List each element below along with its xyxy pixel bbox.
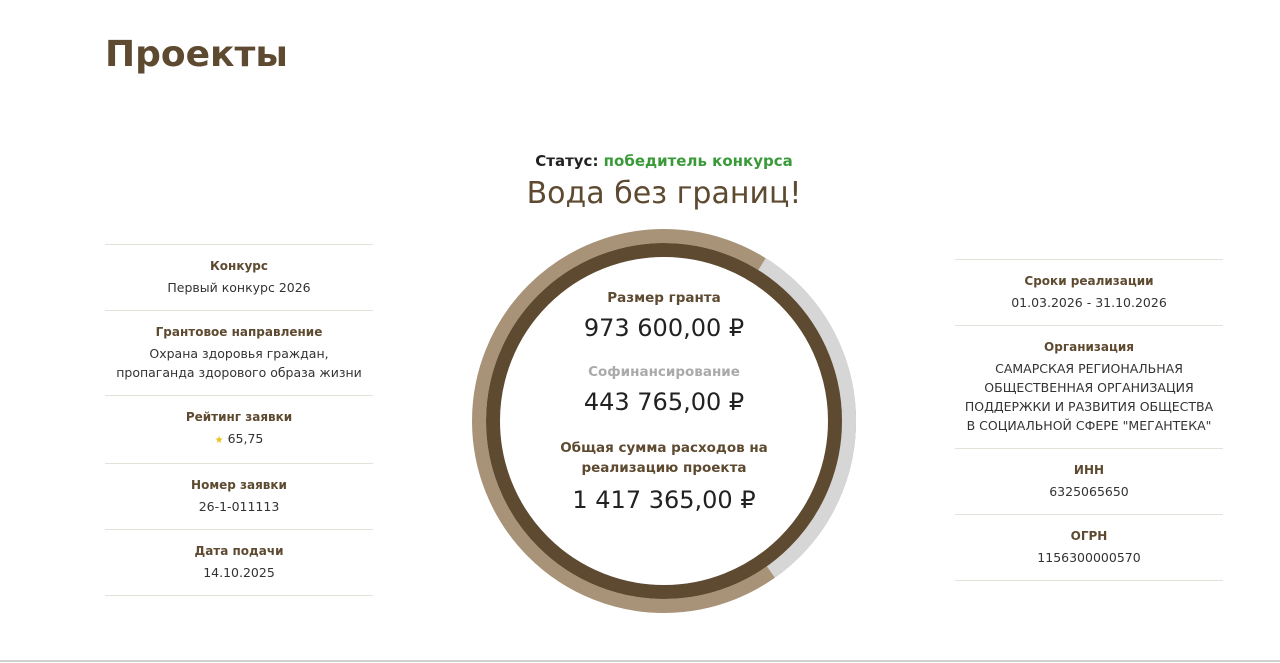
info-organization: Организация САМАРСКАЯ РЕГИОНАЛЬНАЯ ОБЩЕСТ… [955,325,1223,448]
project-name: Вода без границ! [526,176,802,211]
info-rating: Рейтинг заявки ★ 65,75 [105,395,373,463]
info-period: Сроки реализации 01.03.2026 - 31.10.2026 [955,259,1223,325]
grant-label: Размер гранта [607,290,721,306]
info-inn: ИНН 6325065650 [955,448,1223,514]
info-value: Первый конкурс 2026 [167,280,311,295]
info-label: ОГРН [1070,529,1108,543]
info-ogrn: ОГРН 1156300000570 [955,514,1223,581]
info-contest: Конкурс Первый конкурс 2026 [105,244,373,310]
info-label: Грантовое направление [155,325,323,339]
cofinancing-label: Софинансирование [588,364,740,380]
project-info-right: Сроки реализации 01.03.2026 - 31.10.2026 … [955,259,1223,581]
info-direction: Грантовое направление Охрана здоровья гра… [105,310,373,395]
info-label: Конкурс [209,259,268,273]
info-value: 14.10.2025 [203,565,275,580]
ring-inner [486,243,842,599]
total-value: 1 417 365,00 ₽ [572,486,756,514]
project-status: Статус: победитель конкурса [0,152,1280,170]
star-icon: ★ [214,435,224,446]
info-value: 6325065650 [1049,484,1129,499]
info-value: 01.03.2026 - 31.10.2026 [1011,295,1167,310]
info-label: Дата подачи [194,544,284,558]
info-label: Рейтинг заявки [185,410,293,424]
info-submit-date: Дата подачи 14.10.2025 [105,529,373,596]
divider [0,660,1280,662]
grant-value: 973 600,00 ₽ [583,314,745,342]
info-value: 1156300000570 [1037,550,1141,565]
finance-ring [472,229,856,613]
info-label: Организация [1044,340,1134,354]
info-value: САМАРСКАЯ РЕГИОНАЛЬНАЯ ОБЩЕСТВЕННАЯ ОРГА… [964,361,1214,433]
status-value: победитель конкурса [603,152,793,170]
cofinancing-value: 443 765,00 ₽ [583,388,745,416]
info-value: Охрана здоровья граждан, пропаганда здор… [116,346,362,380]
page-title: Проекты [105,34,288,75]
project-info-left: Конкурс Первый конкурс 2026 Грантовое нап… [105,244,373,596]
finance-summary: Размер гранта 973 600,00 ₽ Софинансирова… [514,290,814,536]
total-label: Общая сумма расходов на реализацию проек… [560,440,768,476]
info-label: ИНН [1073,463,1105,477]
info-value: 65,75 [227,431,264,446]
info-value: 26-1-011113 [198,499,280,514]
info-label: Сроки реализации [1024,274,1154,288]
status-label: Статус: [535,152,599,170]
info-application-number: Номер заявки 26-1-011113 [105,463,373,529]
info-label: Номер заявки [191,478,287,492]
